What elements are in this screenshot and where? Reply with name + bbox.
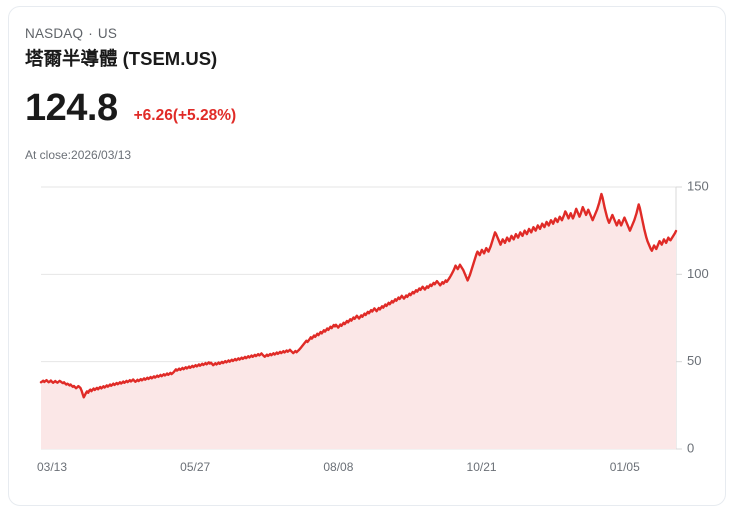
x-tick-label: 05/27 [180,460,210,474]
y-tick-label: 50 [687,353,701,368]
x-axis-tick-labels: 03/13 05/27 08/08 10/21 01/05 [37,460,640,474]
exchange-separator: · [88,26,93,41]
y-axis-tick-labels: 0 50 100 150 [687,178,709,455]
y-tick-label: 100 [687,266,709,281]
stock-quote-card: NASDAQ · US 塔爾半導體 (TSEM.US) 124.8 +6.26(+5… [8,6,726,506]
y-tick-label: 150 [687,178,709,193]
x-tick-label: 03/13 [37,460,67,474]
price-line [39,192,678,399]
page-title: 塔爾半導體 (TSEM.US) [25,48,218,69]
exchange-name: NASDAQ [25,26,84,41]
exchange-line: NASDAQ · US [25,26,117,41]
price-change: +6.26(+5.28%) [133,107,237,124]
x-tick-label: 08/08 [323,460,353,474]
x-tick-label: 01/05 [610,460,640,474]
quote-row: 124.8 +6.26(+5.28%) [25,89,236,127]
y-tick-label: 0 [687,440,694,455]
price-area-fill [41,193,676,449]
at-close-label: At close:2026/03/13 [25,148,132,162]
exchange-region: US [97,26,118,41]
price-chart-svg[interactable]: 0 50 100 150 03/13 05/27 08/08 10/21 01/05 [9,167,726,487]
current-price: 124.8 [25,87,118,129]
x-tick-label: 10/21 [467,460,497,474]
price-chart[interactable]: 0 50 100 150 03/13 05/27 08/08 10/21 01/05 [9,167,726,487]
